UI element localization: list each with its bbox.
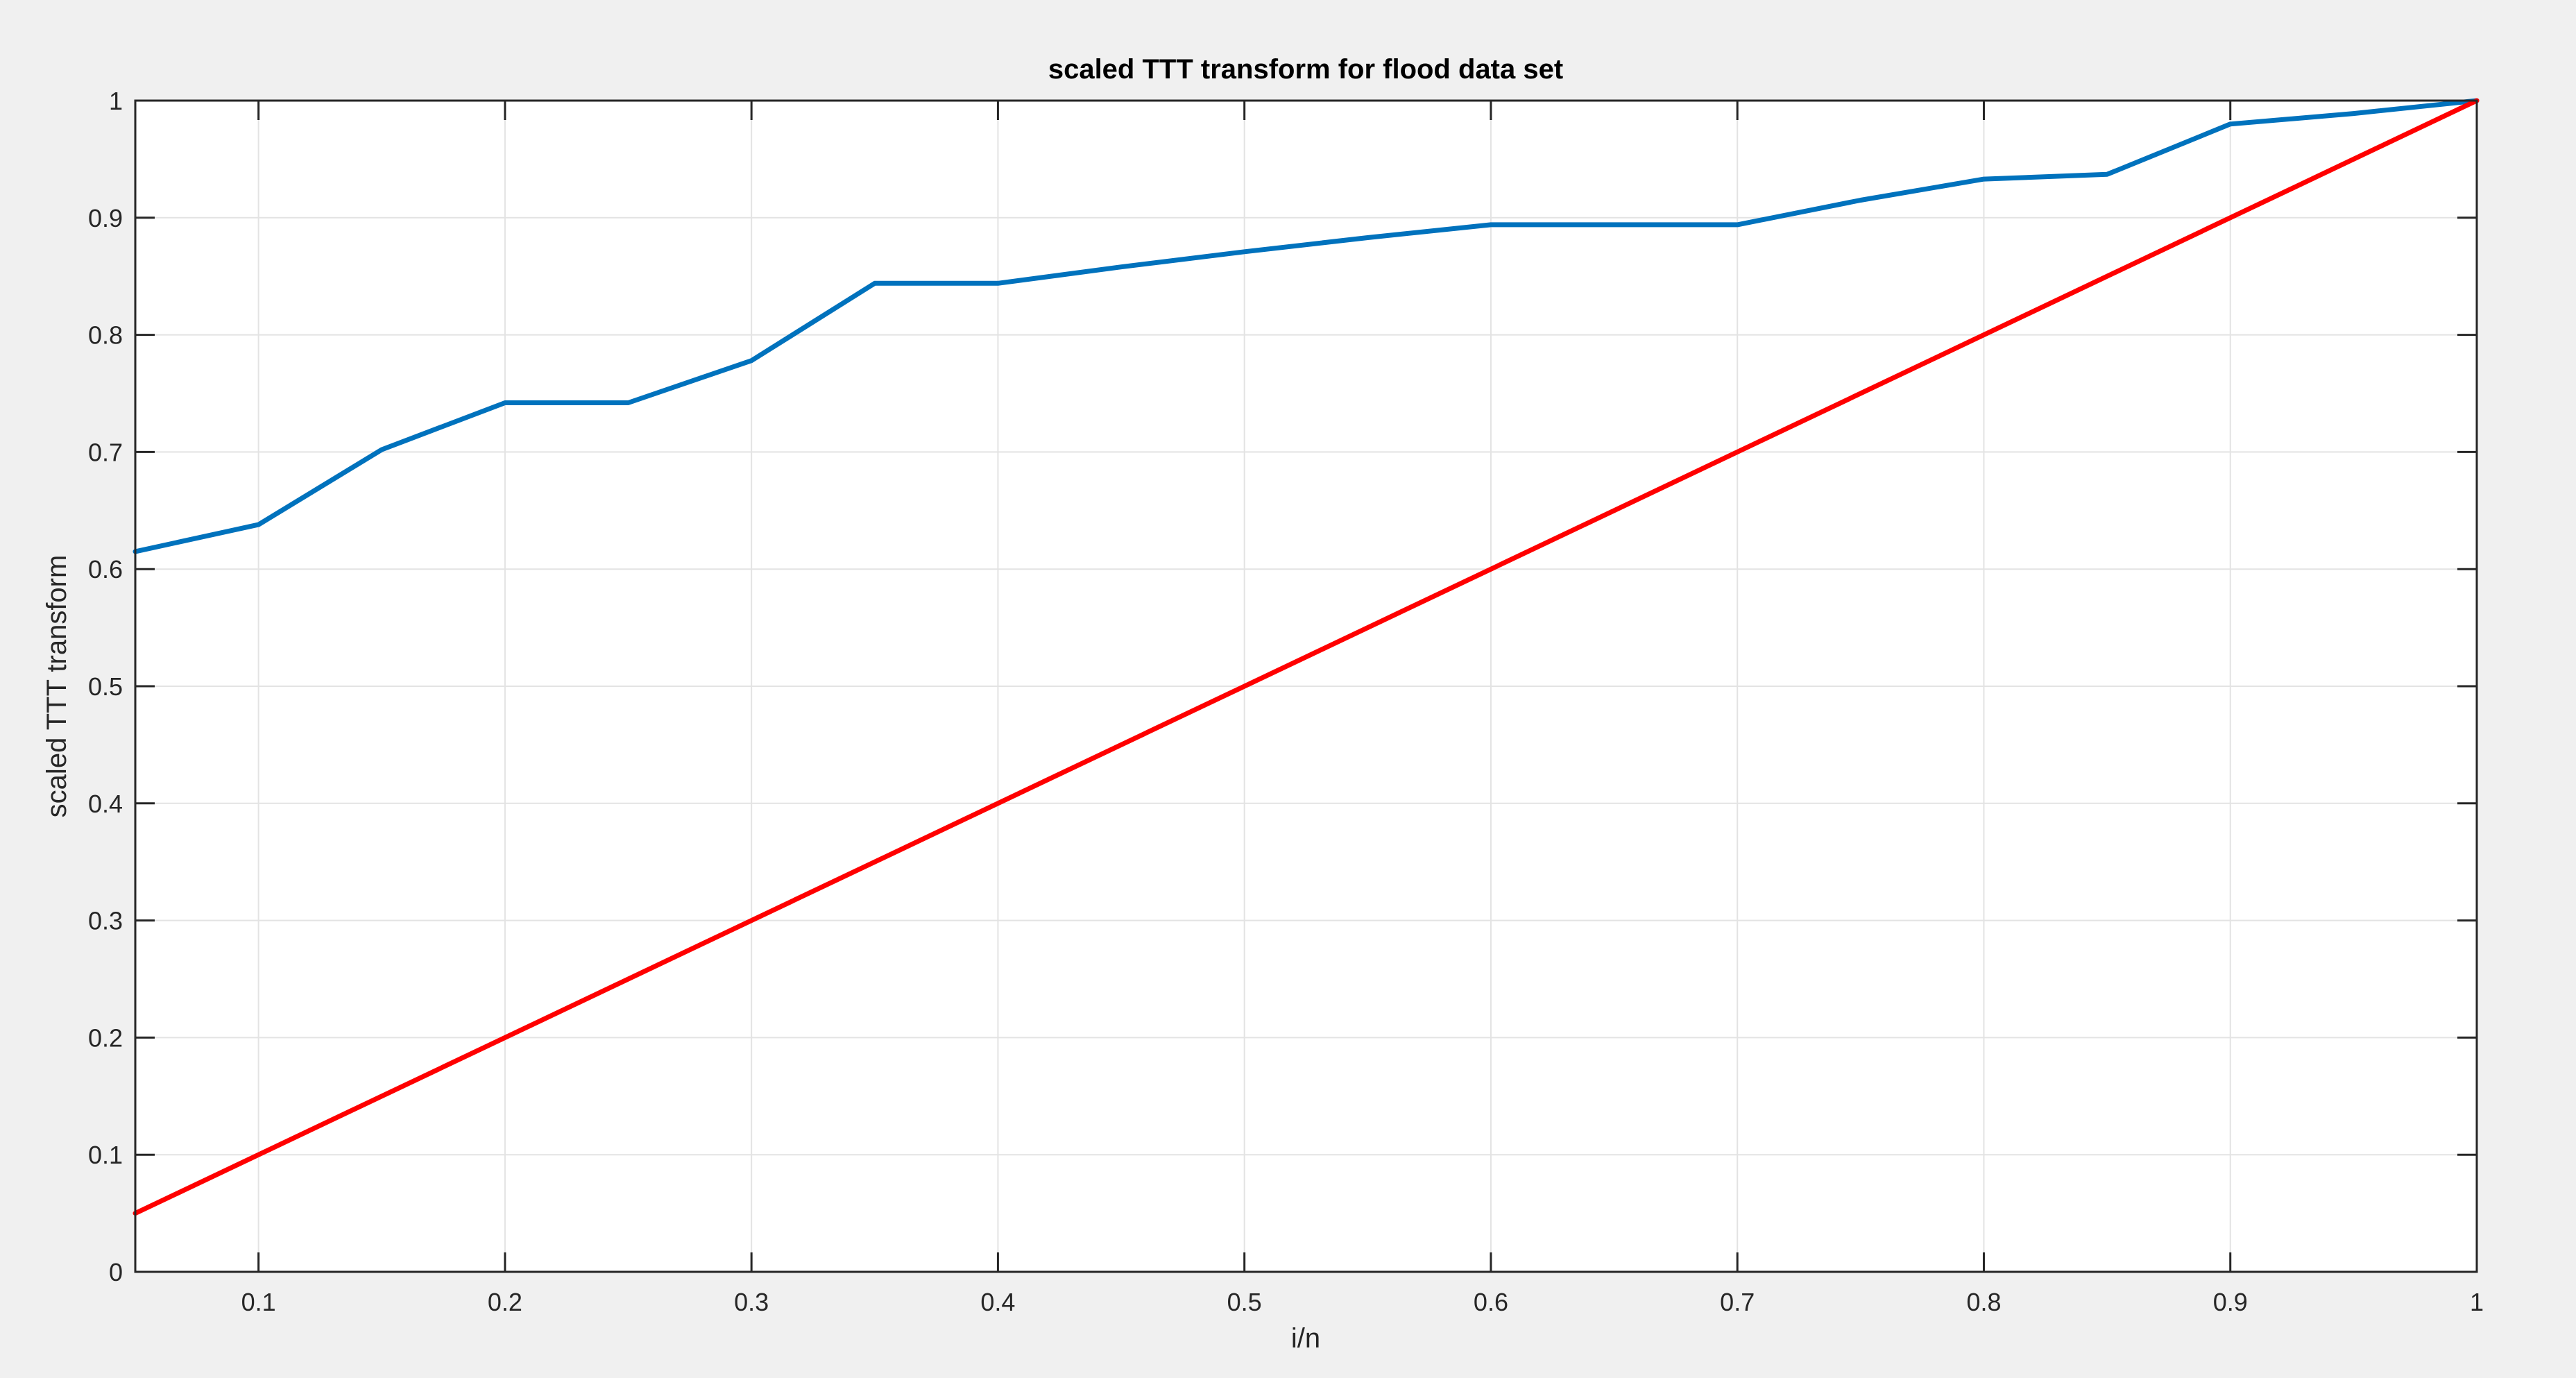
x-tick-label: 0.1 (241, 1288, 276, 1316)
x-tick-label: 0.2 (488, 1288, 522, 1316)
y-tick-label: 0.3 (88, 907, 123, 935)
y-tick-label: 0.1 (88, 1141, 123, 1169)
series-line-2 (133, 98, 2480, 1216)
x-tick-label: 0.5 (1227, 1288, 1262, 1316)
x-tick-label: 0.9 (2213, 1288, 2248, 1316)
y-axis-label: scaled TTT transform (42, 555, 72, 818)
y-tick-label: 0.5 (88, 672, 123, 701)
x-tick-label: 0.8 (1966, 1288, 2001, 1316)
x-tick-label: 0.6 (1474, 1288, 1508, 1316)
series-line-1 (133, 98, 2480, 554)
x-tick-label: 0.3 (734, 1288, 769, 1316)
series-group (133, 98, 2480, 1216)
y-tick-label: 0.2 (88, 1023, 123, 1052)
y-tick-label: 0.6 (88, 555, 123, 584)
axes (134, 99, 2478, 1273)
y-tick-label: 1 (109, 87, 123, 115)
y-tick-label: 0.7 (88, 438, 123, 466)
y-tick-label: 0.9 (88, 204, 123, 232)
x-axis-label: i/n (1291, 1323, 1320, 1354)
x-tick-label: 0.4 (980, 1288, 1015, 1316)
y-tick-label: 0.8 (88, 321, 123, 350)
x-tick-label: 1 (2470, 1288, 2484, 1316)
y-tick-label: 0 (109, 1258, 123, 1286)
x-tick-label: 0.7 (1720, 1288, 1755, 1316)
chart-title: scaled TTT transform for flood data set (1048, 54, 1563, 85)
y-tick-label: 0.4 (88, 790, 123, 818)
tick-labels: 0.1 0.2 0.3 0.4 0.5 0.6 0.7 0.8 0.9 1 0 0.1 0.2 0.3 0.… (88, 87, 2484, 1316)
